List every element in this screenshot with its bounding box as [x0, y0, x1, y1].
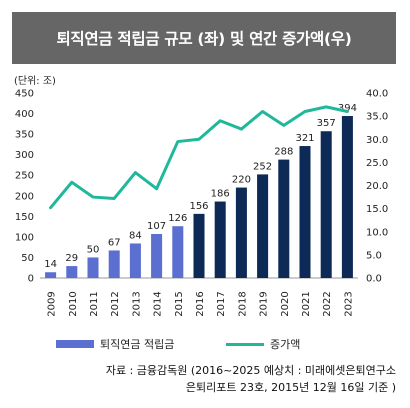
bar — [299, 146, 311, 278]
x-tick-label: 2021 — [301, 291, 312, 316]
x-tick-label: 2023 — [343, 291, 354, 316]
x-tick-label: 2020 — [280, 291, 291, 316]
x-tick-label: 2009 — [47, 291, 58, 316]
y-left-tick-label: 150 — [15, 212, 34, 223]
y-right-tick-label: 40.0 — [366, 89, 388, 100]
bar — [45, 272, 57, 278]
y-right-tick-label: 5.0 — [366, 250, 382, 261]
bar-data-label: 50 — [87, 244, 100, 255]
bar-data-label: 84 — [129, 230, 142, 241]
y-left-tick-label: 450 — [15, 89, 34, 100]
x-tick-label: 2017 — [216, 291, 227, 316]
bar — [108, 250, 120, 278]
bar — [320, 131, 332, 278]
bar-data-label: 126 — [168, 213, 187, 224]
y-right-tick-label: 25.0 — [366, 158, 388, 169]
unit-label: (단위: 조) — [14, 76, 56, 87]
y-left-tick-label: 0 — [28, 274, 34, 285]
x-tick-label: 2010 — [68, 291, 79, 316]
source-note: 자료 : 금융감독원 (2016~2025 예상치 : 미래에셋은퇴연구소 은퇴… — [6, 362, 396, 396]
chart-title: 퇴직연금 적립금 규모 (좌) 및 연간 증가액(우) — [12, 12, 396, 64]
bar — [193, 213, 205, 278]
bar-data-label: 156 — [189, 201, 208, 212]
legend: 퇴직연금 적립금 증가액 — [0, 336, 410, 354]
bar-data-label: 288 — [274, 147, 293, 158]
x-tick-label: 2011 — [89, 291, 100, 316]
x-tick-label: 2018 — [237, 291, 248, 316]
bar — [129, 243, 141, 278]
source-line-2: 은퇴리포트 23호, 2015년 12월 16일 기준 ) — [185, 381, 396, 394]
y-right-tick-label: 0.0 — [366, 274, 382, 285]
y-right-tick-label: 10.0 — [366, 227, 388, 238]
bar-data-label: 29 — [65, 253, 78, 264]
y-left-tick-label: 350 — [15, 130, 34, 141]
bar-data-label: 394 — [338, 103, 357, 114]
bar-data-label: 220 — [232, 175, 251, 186]
x-tick-label: 2016 — [195, 291, 206, 316]
x-tick-label: 2019 — [259, 291, 270, 316]
bar — [257, 174, 269, 278]
y-right-tick-label: 35.0 — [366, 112, 388, 123]
line-series — [49, 105, 349, 210]
y-left-tick-label: 300 — [15, 150, 34, 161]
y-left-tick-label: 50 — [21, 253, 34, 264]
bar — [341, 116, 353, 279]
y-left-tick-label: 250 — [15, 171, 34, 182]
y-left-tick-label: 200 — [15, 191, 34, 202]
bar-data-label: 252 — [253, 161, 272, 172]
bar — [235, 187, 247, 278]
y-left-tick-label: 100 — [15, 232, 34, 243]
y-right-tick-label: 15.0 — [366, 204, 388, 215]
legend-label-line: 증가액 — [270, 338, 301, 351]
x-tick-label: 2015 — [174, 291, 185, 316]
legend-item-bar: 퇴직연금 적립금 — [56, 336, 174, 352]
bar-data-label: 107 — [147, 221, 166, 232]
source-line-1: 자료 : 금융감독원 (2016~2025 예상치 : 미래에셋은퇴연구소 — [105, 364, 396, 377]
x-tick-label: 2022 — [322, 291, 333, 316]
bar — [87, 257, 99, 278]
legend-swatch-line — [226, 342, 264, 346]
legend-label-bar: 퇴직연금 적립금 — [100, 338, 175, 351]
bar-data-label: 186 — [211, 189, 230, 200]
bar — [172, 226, 184, 278]
bar-data-label: 67 — [108, 237, 121, 248]
legend-item-line: 증가액 — [226, 336, 300, 352]
y-right-tick-label: 30.0 — [366, 135, 388, 146]
y-left-tick-label: 400 — [15, 109, 34, 120]
bar — [278, 159, 290, 278]
chart-plot: 0 50 100 150 200 250 300 350 400 450 0.0 5.0 10.0 15.… — [15, 89, 388, 317]
bar-data-label: 321 — [295, 133, 314, 144]
x-tick-label: 2013 — [131, 291, 142, 316]
x-tick-label: 2014 — [153, 291, 164, 316]
y-right-tick-label: 20.0 — [366, 181, 388, 192]
x-tick-label: 2012 — [110, 291, 121, 316]
bar — [151, 234, 163, 278]
bar — [66, 266, 78, 278]
bar-data-label: 14 — [44, 259, 57, 270]
bar-data-label: 357 — [317, 118, 336, 129]
legend-swatch-bar — [56, 340, 94, 348]
bar — [214, 201, 226, 278]
